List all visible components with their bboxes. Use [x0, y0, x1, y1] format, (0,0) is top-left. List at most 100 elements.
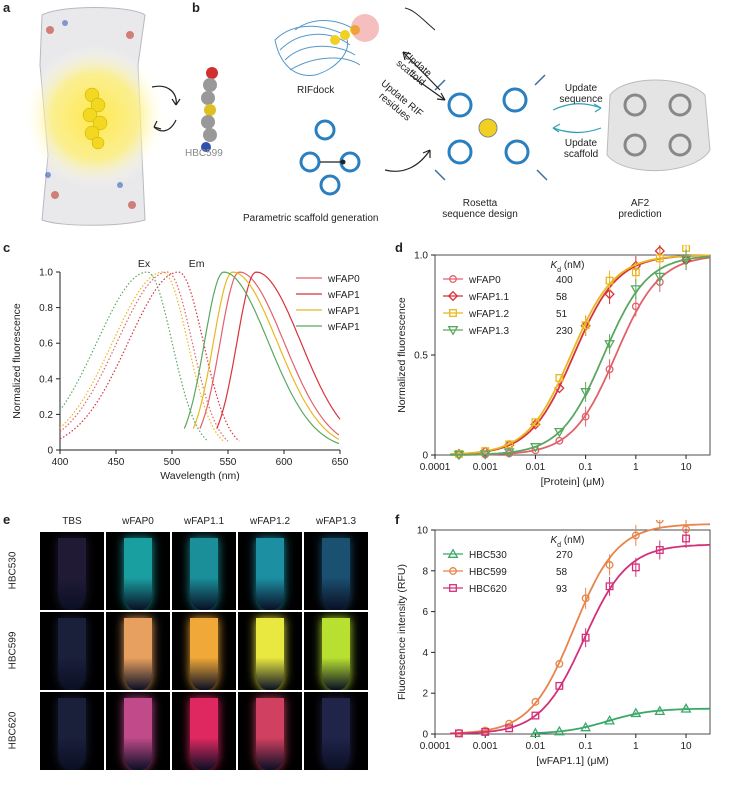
- excitation-line-wFAP0: [59, 271, 229, 442]
- data-point-HBC530: [654, 705, 666, 716]
- tube: [189, 618, 219, 690]
- x-tick-label: 600: [276, 457, 293, 468]
- annotation-ex: Ex: [138, 258, 151, 270]
- tube-photo: [238, 612, 302, 690]
- tube-photo: [106, 532, 170, 610]
- data-point-wFAP1.2: [531, 418, 540, 427]
- data-point-HBC530: [580, 721, 592, 732]
- rosetta-label-2: sequence design: [442, 209, 518, 220]
- kd-header: Kd (nM): [551, 535, 585, 549]
- y-tick-label: 0: [422, 451, 428, 462]
- fit-curve-wFAP1.3: [450, 255, 711, 456]
- emission-line-wFAP0: [199, 271, 340, 436]
- data-point-HBC620: [555, 681, 564, 690]
- panel-label-c: c: [3, 240, 11, 255]
- fit-curve-HBC599: [450, 523, 710, 735]
- data-point-HBC530: [553, 725, 565, 736]
- x-tick-label: 10: [680, 741, 692, 752]
- row-label-HBC530: HBC530: [7, 551, 19, 590]
- tube: [123, 538, 153, 610]
- chart-f: 0.0001 0.001 0.01 0.1 1 10 0 2 4 6 8 10 [wFAP1.1] (μ…: [396, 520, 711, 767]
- y-tick-label: 2: [422, 689, 428, 700]
- legend-marker-HBC530: [447, 548, 459, 558]
- kd-value-wFAP0: 400: [556, 275, 573, 286]
- legend-label-wFAP1.2: wFAP1.2: [327, 306, 360, 317]
- fit-curve-wFAP0: [450, 256, 711, 456]
- kd-value-HBC530: 270: [556, 550, 573, 561]
- data-point-HBC620: [455, 729, 463, 738]
- legend-label-wFAP1.3: wFAP1.3: [468, 326, 509, 337]
- update-scaffold-2-label: Update scaffold: [563, 138, 599, 160]
- tube: [189, 538, 219, 610]
- tube: [321, 538, 351, 610]
- tube: [321, 618, 351, 690]
- panel-label-b: b: [192, 0, 200, 15]
- legend-marker-HBC599: [449, 567, 457, 575]
- data-point-HBC599: [531, 697, 540, 706]
- x-tick-label: 450: [108, 457, 125, 468]
- y-axis-label: Fluorescence intensity (RFU): [396, 564, 408, 700]
- y-tick-label: 0: [422, 730, 428, 741]
- data-point-HBC620: [505, 724, 514, 733]
- row-label-HBC599: HBC599: [7, 631, 19, 670]
- x-axis-label: [wFAP1.1] (μM): [536, 755, 609, 767]
- data-point-wFAP1.3: [453, 450, 465, 461]
- y-tick-label: 1.0: [39, 268, 53, 279]
- data-point-HBC620: [481, 727, 490, 736]
- x-tick-label: 10: [680, 462, 692, 473]
- bound-ligand: [82, 87, 108, 150]
- data-point-HBC530: [630, 707, 642, 718]
- legend-label-wFAP0: wFAP0: [468, 275, 501, 286]
- legend-marker-wFAP0: [449, 275, 457, 283]
- data-point-wFAP1.2: [505, 440, 514, 449]
- tube-photo: [40, 612, 104, 690]
- kd-value-wFAP1.3: 230: [556, 326, 573, 337]
- tube-photo: [172, 612, 236, 690]
- legend-marker-HBC620: [449, 584, 457, 592]
- y-tick-label: 10: [417, 526, 429, 537]
- rifdock-ligand: [330, 25, 360, 45]
- panel-label-e: e: [3, 512, 11, 527]
- plot-frame: [434, 529, 711, 735]
- kd-value-wFAP1.1: 58: [556, 292, 568, 303]
- y-tick-label: 1.0: [414, 251, 428, 262]
- legend-marker-wFAP1.3: [447, 326, 459, 336]
- emission-line-wFAP1.1: [216, 271, 341, 429]
- y-tick-label: 0.4: [39, 374, 53, 385]
- tube-photo: [238, 692, 302, 770]
- x-tick-label: 650: [332, 457, 349, 468]
- af2-label-2: prediction: [618, 209, 662, 220]
- data-point-HBC599: [505, 719, 514, 728]
- kd-value-HBC599: 58: [556, 567, 568, 578]
- legend-label-wFAP1.1: wFAP1.1: [327, 290, 360, 301]
- tube: [57, 538, 87, 610]
- y-tick-label: 0: [47, 446, 53, 457]
- x-tick-label: 1: [633, 462, 639, 473]
- data-point-wFAP1.3: [479, 450, 491, 460]
- update-sequence-label: Update sequence: [559, 83, 603, 105]
- tube-photo: [40, 692, 104, 770]
- tube: [57, 618, 87, 690]
- kd-value-HBC620: 93: [556, 584, 568, 595]
- panel-label-a: a: [3, 0, 11, 15]
- fit-curve-HBC620: [450, 544, 710, 735]
- tube-photo: [304, 612, 368, 690]
- tube: [123, 618, 153, 690]
- rosetta-image: [447, 87, 530, 165]
- legend-marker-wFAP1.1: [447, 290, 459, 302]
- data-point-wFAP1.3: [553, 427, 565, 438]
- tube-photo: [304, 692, 368, 770]
- af2-image: [606, 79, 711, 171]
- data-point-HBC620: [531, 711, 540, 720]
- fit-curve-HBC530: [533, 707, 710, 735]
- hbc599-molecule: [201, 67, 218, 152]
- column-label-wFAP1.3: wFAP1.3: [315, 516, 357, 527]
- data-point-HBC530: [604, 714, 615, 725]
- legend-label-HBC599: HBC599: [469, 567, 507, 578]
- molecule-label: HBC599: [185, 148, 223, 159]
- y-tick-label: 6: [422, 607, 428, 618]
- kd-value-wFAP1.2: 51: [556, 309, 568, 320]
- column-label-wFAP1.1: wFAP1.1: [183, 516, 225, 527]
- x-tick-label: 0.01: [526, 462, 546, 473]
- excitation-line-wFAP1.1: [59, 271, 240, 442]
